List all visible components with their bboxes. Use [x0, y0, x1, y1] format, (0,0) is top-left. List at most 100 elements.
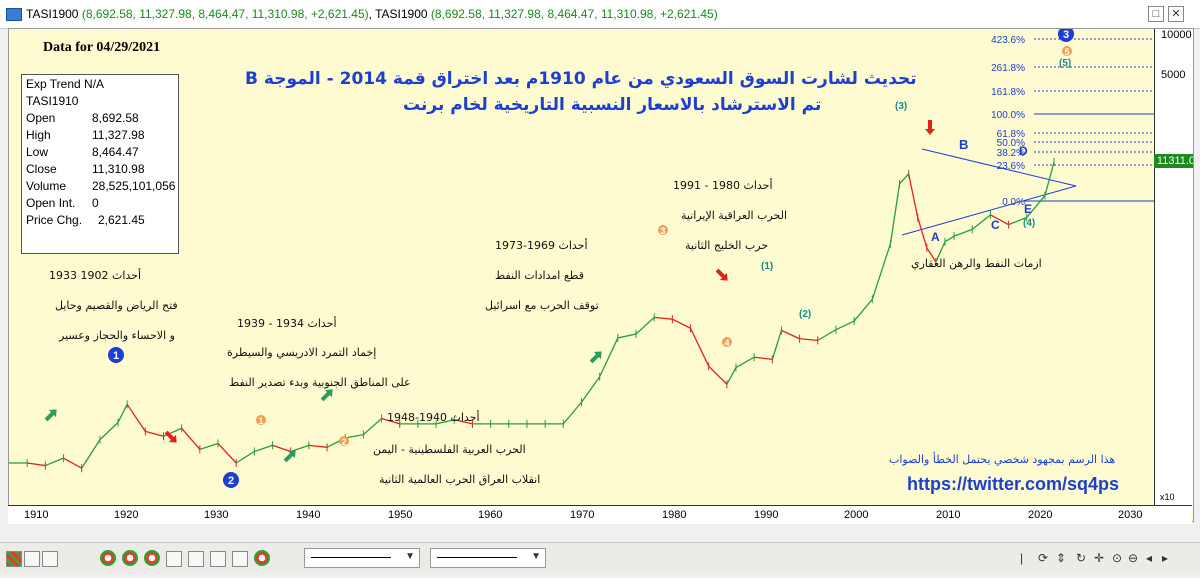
wave-p5-label: (5) — [1059, 58, 1071, 69]
price-segment — [817, 329, 837, 341]
price-segment — [971, 214, 991, 230]
info-value: 8,464.47 — [92, 145, 139, 159]
chart-subtitle: تم الاسترشاد بالاسعار النسبية التاريخية … — [403, 95, 822, 115]
price-segment — [953, 228, 973, 237]
color-palette-icon[interactable] — [6, 551, 22, 567]
trend-up-arrow-shape — [320, 389, 333, 402]
x-tick-label: 2010 — [936, 509, 961, 521]
info-value: 11,310.98 — [92, 162, 145, 176]
scroll-icon[interactable]: | — [1020, 551, 1024, 565]
price-segment — [889, 183, 901, 244]
event-1948-line2: الحرب العربية الفلسطينية - اليمن — [373, 443, 526, 456]
line-style-select[interactable]: ▼ — [304, 548, 420, 568]
price-segment — [599, 337, 619, 378]
fib-level-label: 38.2% — [997, 148, 1025, 159]
trend-down-arrow — [715, 268, 728, 281]
fib-level-label: 261.8% — [991, 63, 1025, 74]
info-label: TASI1910 — [26, 94, 79, 108]
window-icon[interactable] — [232, 551, 248, 567]
y-tick-label: 10000 — [1161, 29, 1192, 41]
triangle-lower-line — [901, 185, 1077, 236]
price-segment — [689, 327, 710, 367]
fib-level-label: 100.0% — [991, 110, 1025, 121]
event-1991-line2: الحرب العراقية الإيرانية — [681, 209, 788, 222]
wave-1-marker-label: 1 — [113, 350, 119, 362]
rotate-icon[interactable]: ↻ — [1076, 551, 1087, 565]
export-icon[interactable] — [188, 551, 204, 567]
info-value: 28,525,101,056 — [92, 179, 176, 193]
x-tick-label: 1980 — [662, 509, 687, 521]
price-segment — [944, 235, 955, 243]
wave-p4-label: (4) — [1023, 218, 1035, 229]
event-1933-title: أحداث 1902 1933 — [49, 269, 142, 282]
price-segment — [735, 356, 755, 369]
chart-window-icon — [6, 8, 22, 21]
info-value: 2,621.45 — [98, 213, 145, 227]
wave-p2-label: (2) — [799, 309, 811, 320]
wave-ii-marker-label: 2 — [341, 437, 346, 447]
price-segment — [63, 457, 83, 469]
price-segment — [917, 217, 928, 249]
window-icon[interactable] — [210, 551, 226, 567]
restore-button[interactable]: □ — [1148, 6, 1164, 22]
zoom-out-icon[interactable]: ⊖ — [1128, 551, 1139, 565]
line-width-select[interactable]: ▼ — [430, 548, 546, 568]
trend-up-arrow — [320, 389, 333, 402]
chart-title: تحديث لشارت السوق السعودي من عام 1910م ب… — [245, 69, 917, 89]
bottom-toolbar: ▼ ▼ | ⟳ ⇕ ↻ ✛ ⊙ ⊖ ◂ ▸ — [0, 542, 1200, 573]
x-tick-label: 1910 — [24, 509, 49, 521]
trend-down-arrow — [164, 430, 177, 443]
info-label: Low — [26, 145, 49, 159]
event-1973-line2: قطع امدادات النفط — [495, 269, 584, 282]
zoom-icon[interactable]: ⊙ — [1112, 551, 1123, 565]
info-label: Open — [26, 111, 56, 125]
wave-2-marker-label: 2 — [228, 475, 234, 487]
trend-down-arrow-shape — [164, 430, 177, 443]
price-segment — [27, 462, 46, 467]
trend-up-arrow-shape — [283, 450, 296, 463]
price-segment — [199, 442, 219, 450]
chrome-icon[interactable] — [122, 550, 138, 566]
chart-area[interactable]: 423.6% 261.8% 161.8% 100.0% 61.8% 50.0% 38.2% 2… — [8, 28, 1194, 522]
pattern-icon[interactable] — [24, 551, 40, 567]
chrome-icon[interactable] — [100, 550, 116, 566]
price-segment — [308, 444, 328, 448]
wave-iv-marker-label: 4 — [724, 338, 729, 348]
wave-iii-marker — [658, 225, 668, 235]
x-tick-label: 1940 — [296, 509, 321, 521]
price-segment — [454, 419, 473, 425]
chrome-icon[interactable] — [254, 550, 270, 566]
left-arrow-icon[interactable]: ◂ — [1146, 551, 1153, 565]
x-tick-label: 1930 — [204, 509, 229, 521]
price-segment — [272, 444, 291, 453]
refresh-icon[interactable]: ⟳ — [1038, 551, 1049, 565]
close-button[interactable]: ✕ — [1168, 6, 1184, 22]
title-symbol-2: TASI1900 — [375, 7, 428, 21]
price-segment — [117, 404, 128, 423]
event-1973-line3: توقف الحرب مع اسرائيل — [485, 299, 599, 312]
chrome-icon[interactable] — [144, 550, 160, 566]
sort-icon[interactable]: ⇕ — [1056, 551, 1067, 565]
x-tick-label: 1920 — [114, 509, 139, 521]
wave-iv-marker — [722, 337, 732, 347]
fib-level-label: 0.0% — [1002, 197, 1025, 208]
info-value: 8,692.58 — [92, 111, 139, 125]
info-box: Exp Trend N/A TASI1910 Open 8,692.58 Hig… — [21, 74, 179, 254]
window-title: TASI1900 (8,692.58, 11,327.98, 8,464.47,… — [26, 7, 718, 21]
price-segment — [254, 444, 273, 453]
data-date-label: Data for 04/29/2021 — [43, 40, 161, 55]
price-segment — [926, 247, 937, 263]
export-icon[interactable] — [166, 551, 182, 567]
price-segment — [635, 316, 655, 335]
wave-1-marker — [108, 347, 124, 363]
right-arrow-icon[interactable]: ▸ — [1162, 551, 1169, 565]
twitter-link[interactable]: https://twitter.com/sq4ps — [907, 474, 1120, 494]
fib-level-label: 50.0% — [997, 138, 1025, 149]
wave-v-marker — [1062, 46, 1072, 56]
wave-v-marker-label: 5 — [1064, 47, 1069, 57]
move-icon[interactable]: ✛ — [1094, 551, 1105, 565]
oil-crisis-label: ازمات النفط والرهن العقاري — [911, 257, 1042, 270]
disclaimer: هذا الرسم بمجهود شخصي يحتمل الخطأ والصوا… — [889, 453, 1116, 466]
price-segment — [990, 214, 1009, 226]
pattern-icon-2[interactable] — [42, 551, 58, 567]
